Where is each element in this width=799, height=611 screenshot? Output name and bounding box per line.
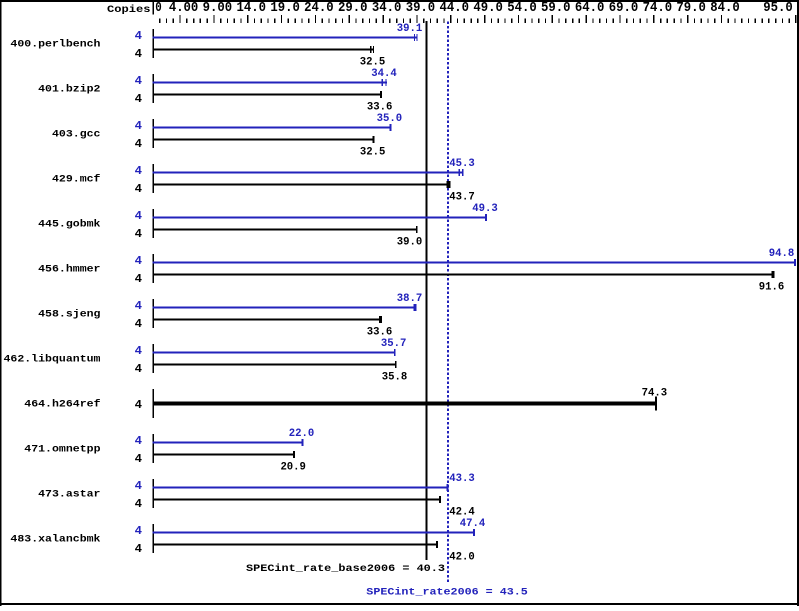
svg-text:94.8: 94.8 [769,248,795,260]
svg-text:4: 4 [135,164,143,178]
svg-text:39.0: 39.0 [397,237,423,249]
svg-text:4: 4 [135,182,143,196]
svg-text:91.6: 91.6 [759,282,785,294]
svg-text:429.mcf: 429.mcf [52,174,101,186]
svg-text:95.0: 95.0 [763,0,793,16]
svg-text:43.7: 43.7 [449,192,475,204]
svg-text:64.0: 64.0 [575,0,605,16]
svg-text:34.0: 34.0 [372,0,402,16]
svg-text:35.0: 35.0 [377,113,403,125]
svg-text:401.bzip2: 401.bzip2 [38,84,100,96]
svg-text:43.3: 43.3 [449,473,475,485]
svg-text:SPECint_rate2006 = 43.5: SPECint_rate2006 = 43.5 [366,586,528,598]
svg-text:4: 4 [135,452,143,466]
svg-text:24.0: 24.0 [304,0,334,16]
svg-text:33.6: 33.6 [367,102,393,114]
svg-text:4: 4 [135,362,143,376]
svg-text:4: 4 [135,542,143,556]
svg-text:4: 4 [135,92,143,106]
svg-text:403.gcc: 403.gcc [52,129,101,141]
svg-text:445.gobmk: 445.gobmk [38,219,100,231]
svg-text:4: 4 [135,74,143,88]
svg-text:4: 4 [135,299,143,313]
svg-text:39.1: 39.1 [397,23,423,35]
svg-text:473.astar: 473.astar [38,489,100,501]
svg-text:74.3: 74.3 [642,388,668,400]
svg-text:35.8: 35.8 [382,372,408,384]
svg-text:35.7: 35.7 [381,338,407,350]
svg-text:483.xalancbmk: 483.xalancbmk [10,534,100,546]
svg-text:464.h264ref: 464.h264ref [24,399,100,411]
svg-text:471.omnetpp: 471.omnetpp [24,444,100,456]
svg-text:32.5: 32.5 [360,147,386,159]
svg-text:33.6: 33.6 [367,327,393,339]
svg-text:42.0: 42.0 [449,552,475,564]
svg-text:4: 4 [135,272,143,286]
svg-text:20.9: 20.9 [280,462,306,474]
svg-text:69.0: 69.0 [609,0,639,16]
svg-text:42.4: 42.4 [449,507,475,519]
svg-text:4: 4 [135,137,143,151]
svg-text:4: 4 [135,227,143,241]
svg-text:4: 4 [135,497,143,511]
svg-text:59.0: 59.0 [541,0,571,16]
svg-text:4: 4 [135,524,143,538]
svg-text:Copies: Copies [107,4,151,16]
svg-text:45.3: 45.3 [449,158,475,170]
svg-text:4: 4 [135,434,143,448]
svg-text:34.4: 34.4 [371,68,397,80]
svg-text:84.0: 84.0 [710,0,740,16]
svg-text:462.libquantum: 462.libquantum [3,354,100,366]
svg-text:4: 4 [135,398,143,412]
svg-text:4: 4 [135,479,143,493]
svg-text:54.0: 54.0 [507,0,537,16]
svg-text:4: 4 [135,344,143,358]
svg-text:38.7: 38.7 [397,293,423,305]
svg-text:4.00: 4.00 [169,0,199,16]
svg-text:14.0: 14.0 [237,0,267,16]
svg-text:44.0: 44.0 [440,0,470,16]
svg-text:458.sjeng: 458.sjeng [38,309,100,321]
svg-text:SPECint_rate_base2006 = 40.3: SPECint_rate_base2006 = 40.3 [246,563,445,575]
svg-text:39.0: 39.0 [406,0,436,16]
svg-text:49.0: 49.0 [473,0,503,16]
svg-text:19.0: 19.0 [270,0,300,16]
svg-text:74.0: 74.0 [643,0,673,16]
svg-text:400.perlbench: 400.perlbench [10,39,100,51]
svg-text:22.0: 22.0 [289,428,315,440]
svg-text:4: 4 [135,29,143,43]
svg-text:29.0: 29.0 [338,0,368,16]
svg-text:47.4: 47.4 [460,518,486,530]
svg-text:0: 0 [155,0,162,16]
svg-text:49.3: 49.3 [472,203,498,215]
svg-text:456.hmmer: 456.hmmer [38,264,100,276]
svg-text:4: 4 [135,209,143,223]
svg-text:9.00: 9.00 [203,0,233,16]
svg-text:4: 4 [135,317,143,331]
svg-text:79.0: 79.0 [676,0,706,16]
svg-text:4: 4 [135,47,143,61]
svg-text:32.5: 32.5 [360,57,386,69]
svg-text:4: 4 [135,254,143,268]
svg-text:4: 4 [135,119,143,133]
